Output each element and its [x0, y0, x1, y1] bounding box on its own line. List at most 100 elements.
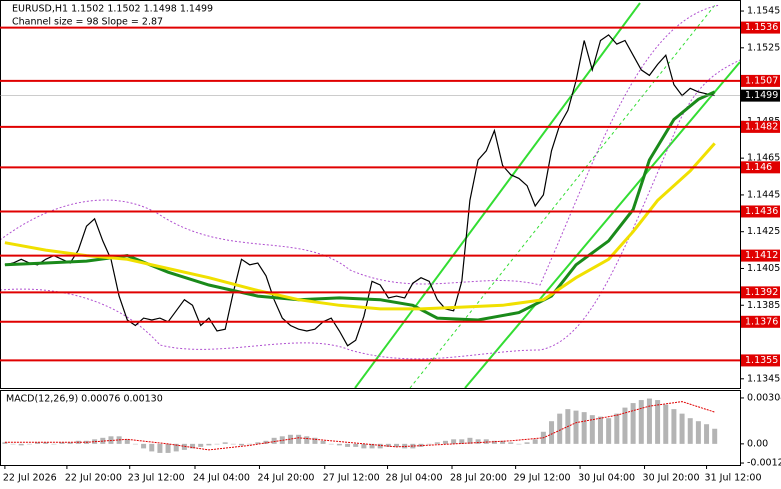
macd-bar	[181, 443, 187, 450]
channel-upper	[354, 2, 641, 389]
macd-bar	[67, 442, 73, 444]
macd-bar	[516, 443, 522, 445]
macd-bar	[508, 442, 514, 444]
y-tick-label: 1.1465	[747, 153, 780, 164]
macd-frame	[0, 390, 741, 466]
x-tick-label: 28 Jul 04:00	[386, 473, 443, 484]
macd-bar	[369, 443, 375, 449]
y-tick-label: 1.1545	[747, 6, 780, 17]
macd-bar	[328, 443, 334, 445]
macd-bar	[557, 413, 563, 444]
macd-bar	[426, 443, 432, 445]
macd-bar	[247, 443, 253, 445]
macd-bar	[532, 439, 538, 444]
macd-bar	[263, 440, 269, 444]
macd-bar	[695, 421, 701, 444]
macd-bar	[190, 443, 196, 449]
macd-bar	[712, 428, 718, 444]
macd-bar	[622, 407, 628, 444]
macd-bar	[43, 442, 49, 444]
macd-bar	[573, 410, 579, 444]
macd-bar	[255, 442, 261, 444]
macd-bar	[206, 443, 212, 446]
macd-bar	[434, 442, 440, 444]
level-label-box	[741, 21, 780, 34]
macd-title: MACD(12,26,9) 0.00076 0.00130	[6, 394, 163, 405]
level-label: 1.1536	[745, 22, 778, 33]
macd-bar	[442, 440, 448, 444]
channel	[0, 2, 741, 389]
macd-bar	[589, 415, 595, 444]
x-tick-label: 23 Jul 12:00	[128, 473, 185, 484]
macd-bar	[581, 412, 587, 444]
macd-bar	[361, 443, 367, 449]
x-tick-label: 22 Jul 2026	[3, 473, 57, 484]
macd-bar	[10, 443, 16, 445]
y-tick-label: 0.00	[747, 438, 768, 449]
macd-bar	[132, 443, 138, 445]
macd-bar	[385, 443, 391, 447]
macd-bar	[394, 443, 400, 447]
macd-bar	[165, 443, 171, 453]
macd-bar	[500, 440, 506, 444]
macd-bar	[296, 434, 302, 444]
macd-bar	[2, 442, 8, 444]
macd-bar	[173, 443, 179, 452]
macd-bar	[141, 443, 147, 449]
chart-title: EURUSD,H1 1.1502 1.1502 1.1498 1.1499	[12, 4, 213, 15]
y-tick-label: 1.1445	[747, 189, 780, 200]
level-label: 1.1392	[745, 287, 778, 298]
price-line	[4, 34, 715, 347]
channel-mid	[409, 4, 716, 389]
y-tick-label: 1.1345	[747, 373, 780, 384]
x-tick-label: 24 Jul 20:00	[257, 473, 314, 484]
macd-bar	[663, 404, 669, 444]
macd-bar	[238, 443, 244, 446]
macd-bar	[271, 437, 277, 444]
level-label: 1.1412	[745, 250, 778, 261]
y-tick-label: 1.1525	[747, 42, 780, 53]
y-tick-label: 1.1425	[747, 226, 780, 237]
macd-bar	[467, 437, 473, 444]
macd-bar	[410, 443, 416, 449]
macd-bar	[451, 439, 457, 444]
macd-bar	[377, 443, 383, 449]
macd-bar	[630, 403, 636, 444]
macd-bar	[279, 436, 285, 444]
macd-bar	[149, 443, 155, 452]
macd-bar	[312, 437, 318, 444]
macd-bar	[671, 409, 677, 444]
level-label-box	[741, 286, 780, 299]
level-label: 1.1436	[745, 206, 778, 217]
macd-bar	[606, 418, 612, 444]
macd-bar	[402, 443, 408, 449]
macd-bar	[459, 439, 465, 444]
macd-bar	[157, 443, 163, 453]
macd-bar	[597, 416, 603, 444]
level-label: 1.146	[745, 162, 772, 173]
last-price-label: 1.1499	[745, 90, 778, 101]
x-tick-label: 28 Jul 20:00	[450, 473, 507, 484]
macd-bar	[336, 443, 342, 446]
x-tick-label: 24 Jul 04:00	[193, 473, 250, 484]
level-label-box	[741, 354, 780, 367]
level-label: 1.1355	[745, 355, 778, 366]
signal-line	[4, 401, 715, 451]
macd-bar	[230, 443, 236, 445]
x-tick-label: 22 Jul 20:00	[65, 473, 122, 484]
level-label-box	[741, 205, 780, 218]
level-label-box	[741, 120, 780, 133]
macd-bar	[214, 443, 220, 445]
macd-bar	[26, 443, 32, 445]
x-tick-label: 30 Jul 04:00	[578, 473, 635, 484]
y-tick-label: 1.1405	[747, 263, 780, 274]
macd-bar	[222, 442, 228, 444]
macd-bar	[475, 439, 481, 444]
macd-bar	[35, 442, 41, 444]
chart-subtitle: Channel size = 98 Slope = 2.87	[12, 17, 163, 28]
macd-bar	[549, 421, 555, 444]
macd-bar	[638, 400, 644, 444]
macd-bar	[59, 442, 65, 444]
macd-bar	[483, 439, 489, 444]
